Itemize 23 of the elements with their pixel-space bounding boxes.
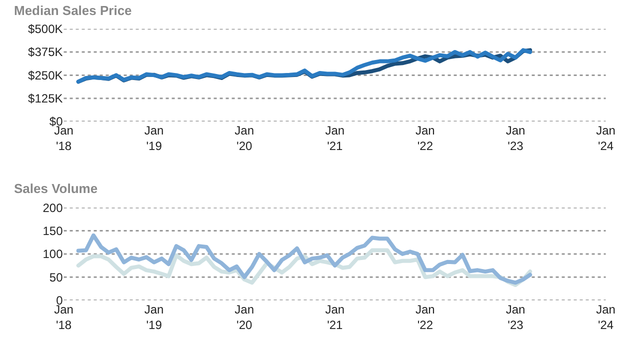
- chart-title: Median Sales Price: [14, 3, 132, 18]
- y-tick-label: $250K: [28, 68, 63, 82]
- x-tick-label: Jan '24: [596, 302, 616, 332]
- x-tick-label: Jan '22: [416, 124, 435, 154]
- chart-title: Sales Volume: [14, 181, 98, 196]
- line-series: [76, 233, 532, 285]
- y-tick-label: 50: [49, 270, 64, 284]
- y-tick-label: 100: [42, 247, 64, 262]
- y-tick-label: 200: [42, 200, 64, 215]
- y-tick-label: $125K: [28, 92, 63, 106]
- x-tick-label: Jan '23: [506, 124, 526, 154]
- x-tick-label: Jan '23: [506, 302, 526, 332]
- y-tick-label: 150: [42, 224, 64, 238]
- x-tick-label: Jan '21: [325, 302, 345, 332]
- x-tick-label: Jan '20: [234, 302, 254, 332]
- x-tick-label: Jan '21: [325, 124, 345, 154]
- y-tick-label: $500K: [28, 22, 63, 36]
- x-tick-label: Jan '24: [596, 124, 616, 154]
- x-tick-label: Jan '19: [144, 302, 164, 332]
- x-tick-label: Jan '20: [234, 124, 254, 154]
- x-tick-label: Jan '19: [144, 124, 164, 154]
- x-tick-label: Jan '22: [416, 302, 435, 332]
- y-tick-label: $375K: [28, 45, 63, 60]
